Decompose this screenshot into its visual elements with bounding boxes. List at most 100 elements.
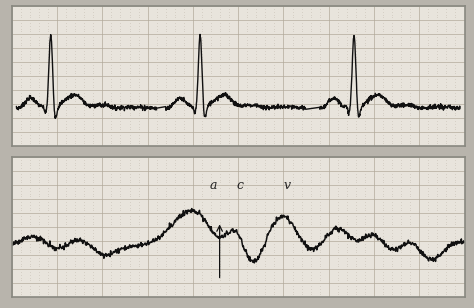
Point [343, 107, 351, 112]
Point [307, 258, 314, 263]
Point [198, 77, 206, 82]
Point [44, 26, 52, 31]
Point [397, 275, 405, 280]
Point [72, 93, 79, 98]
Point [298, 233, 305, 238]
Point [361, 15, 369, 20]
Point [271, 174, 278, 179]
Point [207, 12, 215, 17]
Point [289, 200, 296, 205]
Point [153, 85, 161, 90]
Point [81, 113, 88, 118]
Point [289, 270, 296, 274]
Point [352, 272, 360, 277]
Point [225, 275, 233, 280]
Point [17, 166, 25, 171]
Point [90, 219, 97, 224]
Point [108, 250, 115, 255]
Point [352, 205, 360, 210]
Point [262, 250, 269, 255]
Point [126, 157, 133, 162]
Point [108, 244, 115, 249]
Point [198, 12, 206, 17]
Point [72, 174, 79, 179]
Point [198, 180, 206, 185]
Point [397, 205, 405, 210]
Point [44, 34, 52, 39]
Point [434, 65, 441, 70]
Point [379, 40, 387, 45]
Point [108, 258, 115, 263]
Point [352, 79, 360, 84]
Point [72, 284, 79, 289]
Point [207, 177, 215, 182]
Point [72, 51, 79, 56]
Point [171, 241, 179, 246]
Point [225, 71, 233, 76]
Point [108, 180, 115, 185]
Point [289, 216, 296, 221]
Point [262, 15, 269, 20]
Point [352, 228, 360, 233]
Point [316, 284, 323, 289]
Point [162, 136, 170, 140]
Point [35, 160, 43, 165]
Point [198, 127, 206, 132]
Point [35, 65, 43, 70]
Point [244, 278, 251, 283]
Point [298, 200, 305, 205]
Point [452, 91, 459, 95]
Point [253, 9, 260, 14]
Point [343, 105, 351, 110]
Point [225, 141, 233, 146]
Point [72, 40, 79, 45]
Point [162, 228, 170, 233]
Point [343, 23, 351, 28]
Point [406, 49, 414, 54]
Point [388, 79, 396, 84]
Point [397, 71, 405, 76]
Point [171, 222, 179, 227]
Point [216, 54, 224, 59]
Point [216, 6, 224, 11]
Point [63, 34, 70, 39]
Point [81, 185, 88, 190]
Point [216, 200, 224, 205]
Point [343, 205, 351, 210]
Point [352, 191, 360, 196]
Point [135, 278, 142, 283]
Point [63, 233, 70, 238]
Point [316, 200, 323, 205]
Point [452, 275, 459, 280]
Point [253, 222, 260, 227]
Point [162, 289, 170, 294]
Point [126, 270, 133, 274]
Point [406, 174, 414, 179]
Point [72, 166, 79, 171]
Point [198, 63, 206, 67]
Point [90, 191, 97, 196]
Point [81, 216, 88, 221]
Point [171, 216, 179, 221]
Point [379, 113, 387, 118]
Point [334, 194, 342, 199]
Point [126, 200, 133, 205]
Point [153, 244, 161, 249]
Point [17, 228, 25, 233]
Point [289, 91, 296, 95]
Point [379, 34, 387, 39]
Point [361, 278, 369, 283]
Point [316, 141, 323, 146]
Point [216, 194, 224, 199]
Point [17, 289, 25, 294]
Point [307, 191, 314, 196]
Point [253, 43, 260, 48]
Point [171, 258, 179, 263]
Point [316, 264, 323, 269]
Point [117, 124, 124, 129]
Point [289, 54, 296, 59]
Point [271, 136, 278, 140]
Point [171, 270, 179, 274]
Point [271, 54, 278, 59]
Point [307, 93, 314, 98]
